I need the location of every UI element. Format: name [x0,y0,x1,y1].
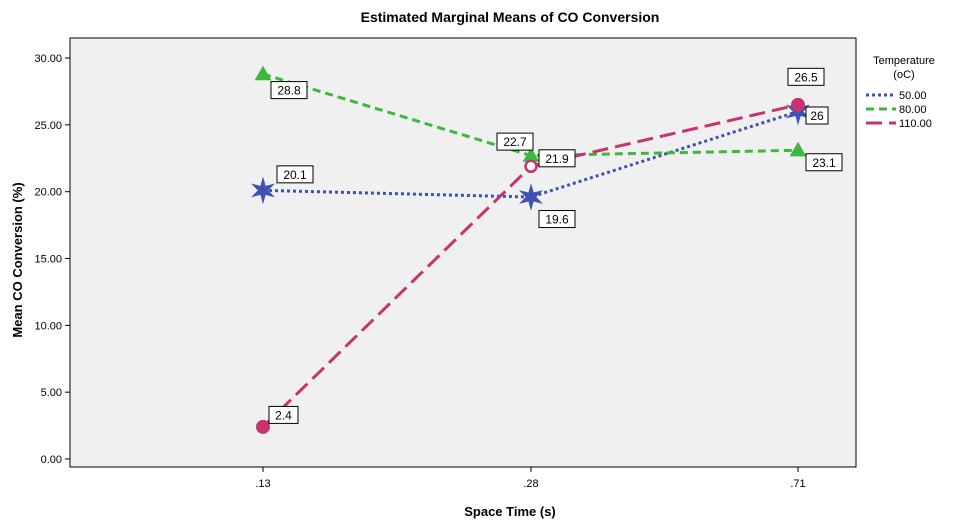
data-label-text: 20.1 [283,168,307,182]
y-tick-label: 5.00 [41,387,62,399]
x-tick-label: .71 [790,478,805,490]
data-label-text: 26 [810,109,824,123]
x-axis: .13 .28 .71 [255,467,806,490]
data-label: 22.7 [496,132,534,151]
x-tick-label: .28 [523,478,538,490]
data-label: 2.4 [268,405,299,424]
data-label-box [538,149,576,168]
y-tick-label: 15.00 [34,254,62,266]
legend-item-label: 80.00 [899,104,927,116]
chart-title: Estimated Marginal Means of CO Conversio… [361,9,660,25]
data-label-box [805,106,829,125]
data-label-box [805,153,843,172]
data-label: 26 [805,106,829,125]
circle-marker [524,159,538,174]
legend-items: 50.00 80.00 110.00 [866,90,932,130]
x-tick-label: .13 [255,478,270,490]
y-tick-label: 0.00 [41,454,62,466]
data-labels: 20.1 19.6 26 28.8 22.7 23.1 2.4 21.9 26.5 [268,67,843,424]
star-marker [250,176,276,205]
legend-title-line1: Temperature [873,55,935,67]
data-label: 28.8 [270,81,308,100]
triangle-marker [789,141,807,157]
y-tick-label: 30.00 [34,53,62,65]
data-label-box [276,165,314,184]
y-axis-label: Mean CO Conversion (%) [10,182,25,337]
legend: Temperature (oC) 50.00 80.00 110.00 [866,55,935,130]
circle-marker [256,419,270,434]
data-label-box [538,210,576,229]
data-label-text: 26.5 [794,70,818,84]
y-tick-label: 20.00 [34,187,62,199]
data-label-box [270,81,308,100]
data-label-box [787,67,825,86]
data-label-text: 21.9 [545,152,569,166]
legend-item-label: 50.00 [899,90,927,102]
star-marker [518,183,544,211]
x-axis-label: Space Time (s) [464,504,556,519]
legend-item-label: 110.00 [899,118,932,130]
data-label: 23.1 [805,153,843,172]
data-label: 19.6 [538,210,576,229]
data-label: 20.1 [276,165,314,184]
data-label-text: 28.8 [277,84,301,98]
y-axis: 0.00 5.00 10.00 15.00 20.00 25.00 30.00 [34,53,70,466]
y-tick-label: 25.00 [34,120,62,132]
circle-marker [791,97,805,112]
series-markers [250,65,811,434]
data-label-text: 19.6 [545,213,569,227]
data-label-text: 22.7 [503,135,527,149]
data-label-box [496,132,534,151]
legend-title-line2: (oC) [893,69,914,81]
plot-area [69,37,857,468]
data-label-text: 23.1 [812,156,836,170]
data-label: 26.5 [787,67,825,86]
data-label-text: 2.4 [275,408,292,422]
y-tick-label: 10.00 [34,320,62,332]
triangle-marker [254,65,272,81]
data-label: 21.9 [538,149,576,168]
data-label-box [268,405,299,424]
